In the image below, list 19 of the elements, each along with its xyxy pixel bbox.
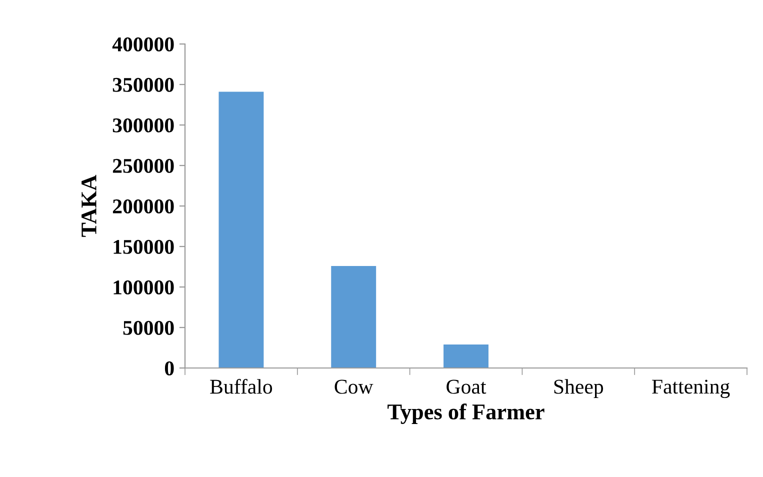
y-tick-label: 400000 <box>112 37 174 52</box>
y-tick-label: 100000 <box>114 280 174 294</box>
y-tick-label: 350000 <box>112 78 174 92</box>
bar <box>444 344 488 368</box>
x-tick-label: Fattening <box>652 380 730 398</box>
y-tick-label: 200000 <box>112 199 174 214</box>
y-tick-label: 0 <box>164 361 174 376</box>
y-axis-title: TAKA <box>82 174 96 237</box>
x-tick-label: Cow <box>334 380 374 394</box>
y-tick-label: 300000 <box>112 118 174 132</box>
x-axis-title: Types of Farmer <box>388 404 544 424</box>
y-tick-label: 250000 <box>112 158 174 173</box>
x-tick-label: Sheep <box>554 379 604 398</box>
x-tick-label: Goat <box>446 380 486 394</box>
y-tick-label: 50000 <box>123 320 174 335</box>
bar <box>218 92 264 368</box>
x-tick-label: Buffalo <box>210 378 272 394</box>
bar <box>331 266 376 368</box>
y-tick-label: 150000 <box>114 240 174 254</box>
